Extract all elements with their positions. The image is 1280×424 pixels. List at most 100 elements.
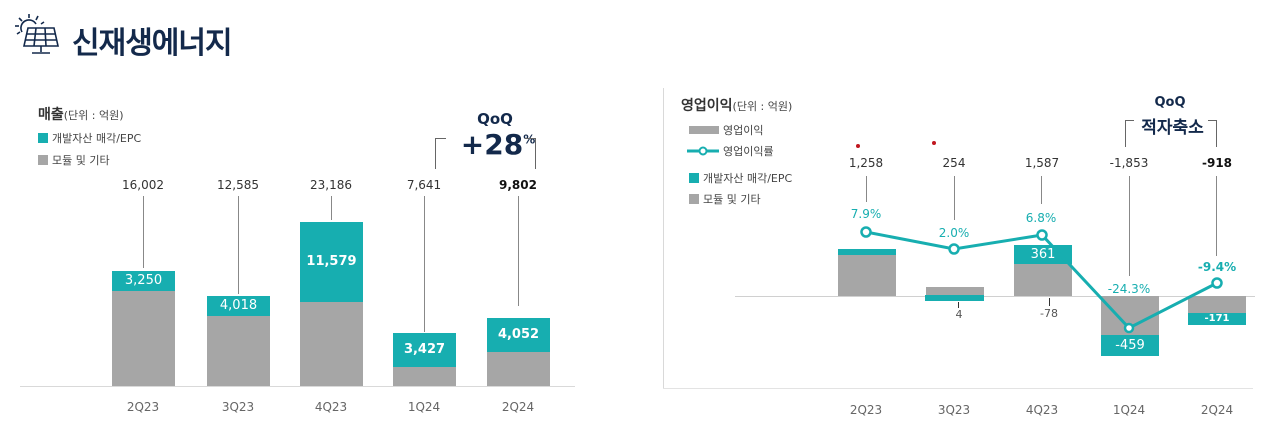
leader-line — [143, 196, 144, 268]
bar-segment-module — [1014, 264, 1072, 296]
legend-epc: 개발자산 매각/EPC — [38, 130, 141, 146]
solar-panel-icon — [14, 12, 62, 56]
qoq-label: QoQ — [1154, 95, 1186, 110]
total-label: 12,585 — [217, 178, 259, 192]
revenue-unit: (단위 : 억원) — [63, 109, 124, 122]
bar-segment-module — [487, 352, 550, 386]
x-tick: 3Q23 — [937, 403, 971, 417]
x-tick: 2Q24 — [1200, 403, 1234, 417]
bar-3Q23: 4,018 — [207, 296, 270, 386]
bar-2Q24: 4,052 — [487, 318, 550, 386]
page-title: 신재생에너지 — [72, 26, 233, 61]
leader-line — [954, 176, 955, 220]
bar-segment-epc: -459 — [1101, 335, 1159, 356]
legend-op-margin: 영업이익률 — [687, 143, 774, 159]
bar-2Q23: 3,250 — [112, 271, 175, 386]
margin-label: 6.8% — [1025, 211, 1057, 225]
tick-mark — [1049, 298, 1050, 306]
legend-swatch-gray — [689, 194, 699, 204]
margin-label: -9.4% — [1197, 260, 1237, 274]
qoq-label: QoQ — [477, 110, 513, 128]
total-label: 1,587 — [1024, 156, 1060, 170]
leader-line — [331, 196, 332, 220]
qoq-value: 적자축소 — [1141, 118, 1204, 138]
legend-epc: 개발자산 매각/EPC — [689, 170, 792, 186]
x-tick: 2Q23 — [849, 403, 883, 417]
legend-swatch-teal — [689, 173, 699, 183]
qoq-unit: % — [523, 132, 536, 147]
margin-label: 7.9% — [850, 207, 882, 221]
bar-segment-module — [112, 291, 175, 386]
legend-module: 모듈 및 기타 — [38, 152, 110, 168]
op-unit: (단위 : 억원) — [732, 100, 793, 113]
legend-label: 개발자산 매각/EPC — [52, 132, 142, 145]
total-label: 254 — [942, 156, 966, 170]
leader-line — [1041, 176, 1042, 204]
total-label: -1,853 — [1109, 156, 1149, 170]
bracket-right — [525, 138, 536, 169]
bar-segment-module — [300, 302, 363, 386]
op-title-text: 영업이익 — [681, 98, 733, 114]
margin-label: 2.0% — [938, 226, 970, 240]
line-marker-icon — [687, 146, 719, 156]
bar-segment-module — [207, 316, 270, 386]
bar-segment-epc — [838, 249, 896, 255]
leader-line — [238, 196, 239, 294]
bar-value: 3,427 — [403, 342, 446, 357]
revenue-title-text: 매출 — [38, 107, 64, 123]
revenue-panel: 매출(단위 : 억원) 개발자산 매각/EPC 모듈 및 기타 QoQ +28%… — [20, 90, 640, 424]
bar-1Q24: 3,427 — [393, 333, 456, 386]
bar-value: 3,250 — [124, 273, 163, 288]
bar-value: 4,052 — [497, 327, 540, 342]
bar-segment-module — [393, 367, 456, 386]
bar-segment-module — [926, 287, 984, 296]
bar-segment-epc: 3,250 — [112, 271, 175, 291]
legend-swatch-gray — [38, 155, 48, 165]
x-tick: 4Q23 — [1025, 403, 1059, 417]
bar-value: 4,018 — [219, 298, 258, 313]
total-label: 1,258 — [848, 156, 884, 170]
total-label: 16,002 — [122, 178, 164, 192]
legend-swatch-bar — [689, 126, 719, 134]
bar-4Q23: 11,579 — [300, 222, 363, 386]
zero-axis — [735, 296, 1255, 297]
leader-line — [424, 196, 425, 332]
x-tick: 4Q23 — [314, 400, 348, 414]
x-tick: 1Q24 — [1112, 403, 1146, 417]
legend-module: 모듈 및 기타 — [689, 191, 761, 207]
legend-label: 영업이익률 — [723, 145, 774, 158]
qoq-value: +28% — [448, 128, 548, 161]
bracket-right — [1208, 120, 1217, 147]
legend-swatch-teal — [38, 133, 48, 143]
bar-segment-epc — [925, 295, 984, 301]
bar-segment-module — [838, 255, 896, 296]
bar-segment-epc: 4,018 — [207, 296, 270, 316]
x-tick: 2Q24 — [501, 400, 535, 414]
bar-segment-module — [1188, 296, 1246, 313]
bracket-left — [1125, 120, 1134, 147]
legend-label: 개발자산 매각/EPC — [703, 172, 793, 185]
x-axis — [20, 386, 575, 387]
op-title: 영업이익(단위 : 억원) — [681, 95, 792, 115]
segment-value: -78 — [1040, 307, 1058, 320]
bar-segment-epc: 3,427 — [393, 333, 456, 367]
leader-line — [866, 176, 867, 202]
bracket-left — [435, 138, 446, 169]
tick-mark — [958, 302, 959, 308]
leader-line — [1216, 176, 1217, 256]
footnote-dot — [932, 141, 936, 145]
x-tick: 2Q23 — [126, 400, 160, 414]
legend-label: 모듈 및 기타 — [703, 193, 761, 206]
leader-line — [1129, 176, 1130, 276]
total-label: 9,802 — [499, 178, 537, 192]
bar-segment-epc: 4,052 — [487, 318, 550, 352]
total-label: 7,641 — [406, 178, 442, 192]
legend-label: 모듈 및 기타 — [52, 154, 110, 167]
footnote-dot — [856, 144, 860, 148]
op-bottom-axis — [663, 388, 1253, 389]
x-tick: 1Q24 — [407, 400, 441, 414]
qoq-number: +28 — [460, 128, 524, 161]
legend-op: 영업이익 — [689, 122, 763, 138]
bar-segment-epc: 11,579 — [300, 222, 363, 302]
